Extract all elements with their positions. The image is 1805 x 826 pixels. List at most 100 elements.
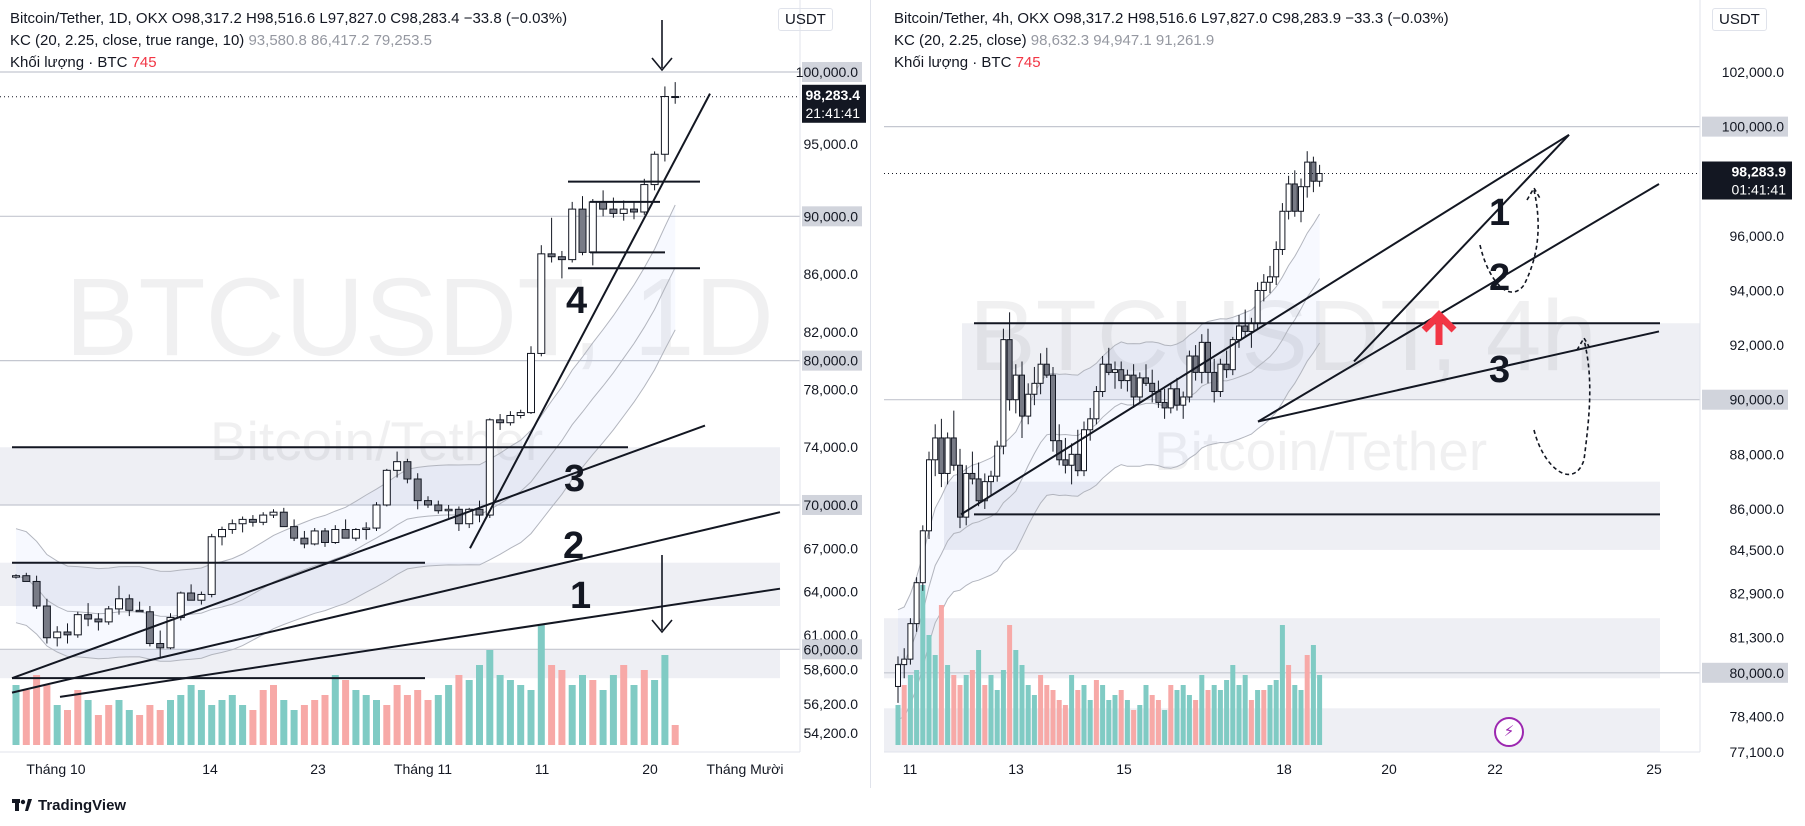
x-tick-label: 13 [1008, 761, 1024, 777]
candle-body [228, 523, 237, 531]
volume-bar [558, 670, 566, 745]
volume-bar [963, 675, 969, 745]
legend-volume-row[interactable]: Khối lượng · BTC 745 [10, 52, 567, 74]
volume-bar [331, 675, 339, 745]
volume-bar [1248, 700, 1254, 745]
candle-body [919, 530, 926, 584]
volume-bar [1193, 700, 1199, 745]
volume-bar [1031, 695, 1037, 745]
volume-bar [661, 655, 669, 745]
volume-bar [1224, 680, 1230, 745]
watermark: BTCUSDT, 4h [969, 280, 1597, 392]
candle-body [248, 518, 257, 523]
volume-bar [1013, 650, 1019, 745]
candle-body [1192, 355, 1199, 373]
volume-bar [1162, 710, 1168, 745]
candle-body [1242, 325, 1249, 332]
legend-title-row: Bitcoin/Tether, 4h, OKX O98,317.2 H98,51… [894, 8, 1449, 30]
y-tick-label: 64,000.0 [804, 584, 859, 600]
volume-bar [651, 680, 659, 745]
candle-body [73, 614, 82, 636]
keltner-upper [15, 204, 676, 572]
price-level-badge [1702, 389, 1788, 410]
candle-body [1229, 339, 1236, 371]
symbol-title[interactable]: Bitcoin/Tether, 1D, OKX [10, 10, 168, 27]
chart-panel-1d[interactable]: BTCUSDT, 1D Bitcoin/Tether 1 2 3 4 100,000.0 95… [0, 0, 870, 788]
candle-body [424, 500, 432, 506]
candle-body [1062, 459, 1069, 466]
legend-kc-row[interactable]: KC (20, 2.25, close, true range, 10) 93,… [10, 30, 567, 52]
candle-body [1087, 418, 1094, 431]
candle-body [290, 526, 299, 539]
y-tick-label: 58,600.0 [804, 661, 859, 677]
volume-bar [620, 665, 628, 745]
candle-body [1050, 374, 1056, 442]
legend-kc-row[interactable]: KC (20, 2.25, close) 98,632.3 94,947.1 9… [894, 30, 1449, 52]
drawing-arrow [1479, 186, 1542, 293]
currency-label[interactable]: USDT [778, 8, 833, 31]
chart-4h-canvas[interactable]: BTCUSDT, 4h Bitcoin/Tether 1 2 3 102,000.0 100… [884, 0, 1805, 788]
candle-body [444, 508, 453, 512]
volume-bar [342, 680, 350, 745]
x-tick-label: 22 [1487, 761, 1503, 777]
lightning-icon[interactable]: ⚡ [1494, 717, 1524, 747]
volume-bar [920, 585, 926, 745]
currency-label[interactable]: USDT [1712, 8, 1767, 31]
volume-bar [125, 710, 133, 745]
ohlc-change: −33.8 (−0.03%) [463, 10, 568, 27]
volume-bar [393, 685, 401, 745]
volume-bar [895, 705, 901, 745]
trend-line [1257, 330, 1660, 423]
candle-body [176, 592, 185, 619]
candle-body [527, 352, 535, 414]
annotation-label-1: 1 [570, 575, 591, 617]
candle-body [1081, 429, 1087, 472]
volume-bar [932, 655, 938, 745]
x-tick-label: Tháng Mười [707, 761, 784, 777]
candle-body [279, 511, 288, 528]
tradingview-footer[interactable]: TradingView [12, 797, 126, 814]
volume-bar [1100, 685, 1106, 745]
volume-bar [568, 685, 576, 745]
candle-body [218, 529, 226, 538]
volume-bar [907, 675, 913, 745]
candle-body [1167, 388, 1174, 409]
volume-bar [362, 695, 370, 745]
annotation-label-1: 1 [1489, 192, 1510, 234]
y-tick-label: 80,000.0 [1730, 665, 1785, 681]
volume-bar [1317, 675, 1323, 745]
candle-body [1186, 355, 1193, 398]
volume-bar [1143, 685, 1149, 745]
panel-divider[interactable] [870, 0, 871, 788]
candle-body [465, 508, 474, 525]
volume-bar [988, 675, 994, 745]
candle-body [382, 469, 391, 506]
chart-1d-canvas[interactable]: BTCUSDT, 1DBitcoin/Tether1234100,000.095… [0, 0, 870, 788]
volume-bar [951, 675, 957, 745]
candle-body [496, 419, 505, 424]
current-price-label: 98,283.4 [806, 87, 861, 103]
volume-value: 745 [1015, 54, 1041, 71]
candle-body [1105, 363, 1112, 373]
volume-bar [1217, 690, 1223, 745]
candle-body [485, 419, 494, 516]
candle-body [994, 445, 1001, 477]
volume-bar [1186, 695, 1192, 745]
volume-bar [1286, 665, 1292, 745]
volume-bar [12, 685, 20, 745]
y-tick-label: 54,200.0 [804, 725, 859, 741]
volume-bar [1292, 685, 1298, 745]
y-tick-label: 102,000.0 [1722, 64, 1784, 80]
legend-volume-row[interactable]: Khối lượng · BTC 745 [894, 52, 1449, 74]
symbol-title[interactable]: Bitcoin/Tether, 4h, OKX [894, 10, 1050, 27]
candle-body [895, 664, 901, 687]
volume-bar [1261, 690, 1267, 745]
candle-body [988, 475, 994, 483]
keltner-middle [15, 267, 676, 617]
x-tick-label: 11 [903, 761, 918, 777]
chart-panel-4h[interactable]: BTCUSDT, 4h Bitcoin/Tether 1 2 3 102,000.0 100… [884, 0, 1805, 788]
volume-bar [548, 665, 556, 745]
volume-bar [671, 725, 679, 745]
candle-body [1093, 391, 1100, 420]
volume-bar [945, 665, 951, 745]
